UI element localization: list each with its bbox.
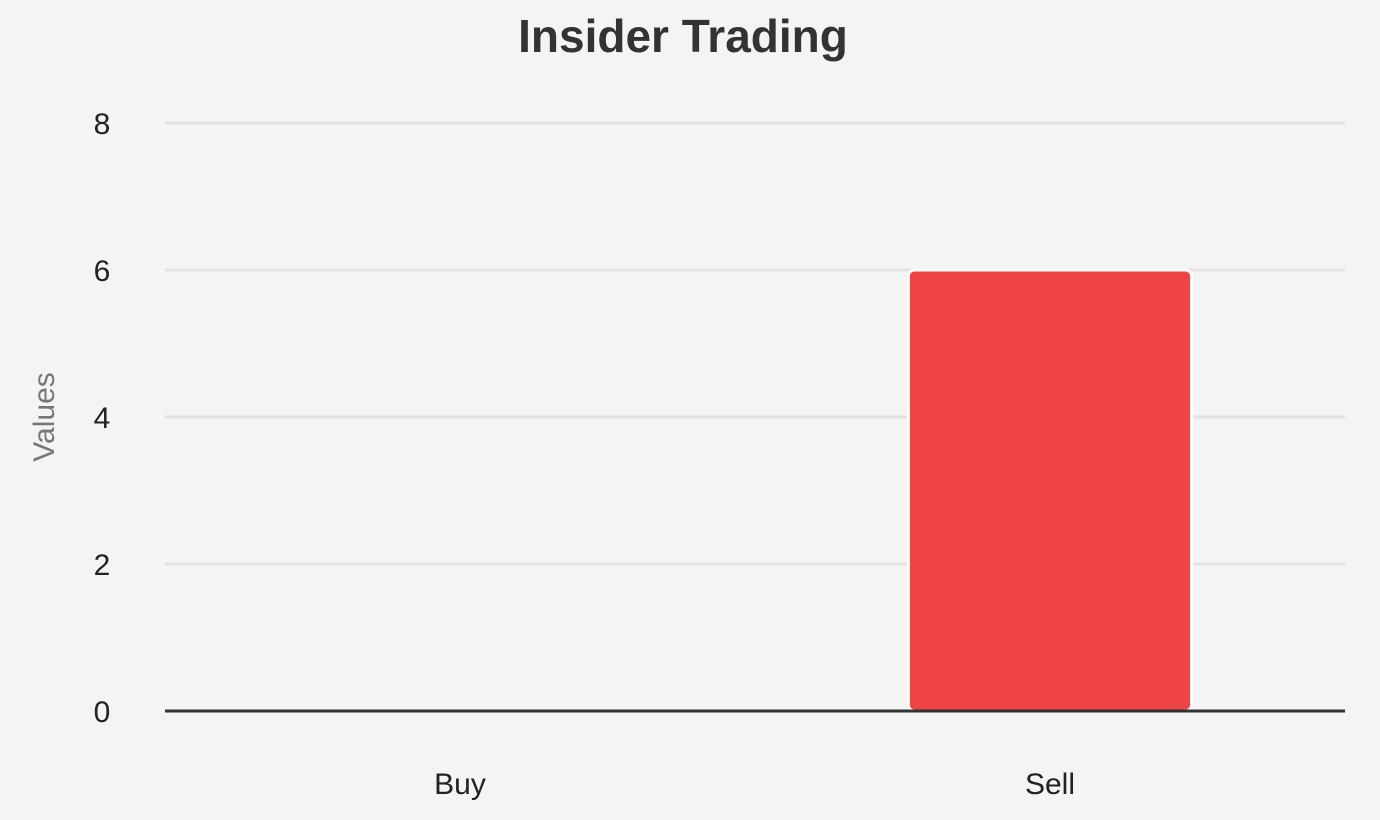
x-tick-label: Sell	[1025, 768, 1075, 801]
y-tick-label: 0	[94, 696, 111, 729]
y-tick-label: 8	[94, 108, 111, 141]
chart-title: Insider Trading	[518, 10, 848, 62]
y-tick-label: 2	[94, 549, 111, 582]
x-tick-label: Buy	[434, 768, 486, 801]
bar	[906, 268, 1194, 713]
y-tick-label: 6	[94, 255, 111, 288]
y-axis-title: Values	[28, 372, 61, 462]
y-tick-label: 4	[94, 402, 111, 435]
